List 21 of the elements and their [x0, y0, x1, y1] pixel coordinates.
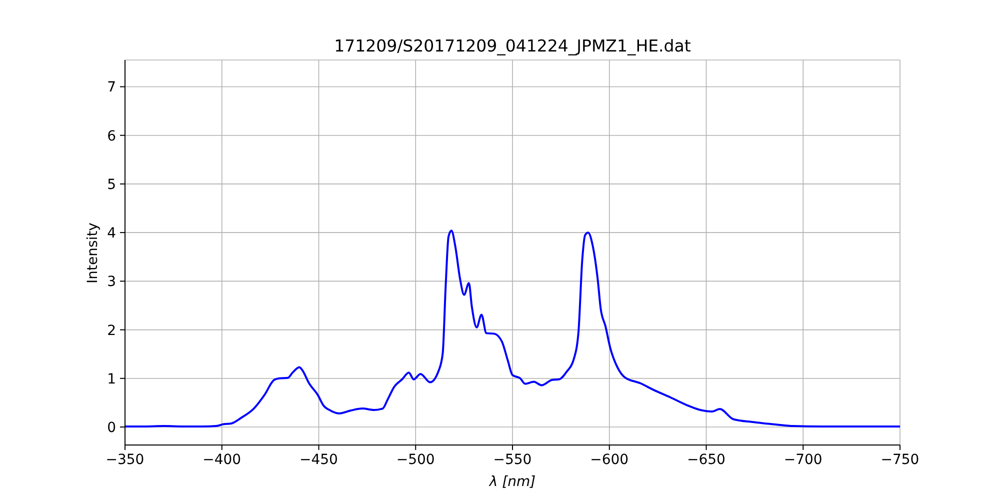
x-tick-label: −600 — [590, 452, 629, 468]
x-tick-label: −700 — [784, 452, 822, 468]
x-tick-label: −650 — [687, 452, 726, 468]
y-axis-title: Intensity — [85, 222, 101, 283]
y-tick-label: 1 — [107, 371, 116, 388]
y-tick-label: 2 — [107, 322, 116, 339]
x-tick-label: −500 — [396, 452, 435, 468]
x-tick-label: −550 — [493, 452, 532, 468]
x-tick-label: −400 — [202, 452, 242, 468]
x-tick-label: −750 — [880, 452, 920, 468]
y-tick-label: 3 — [107, 274, 116, 290]
y-tick-label: 4 — [107, 226, 116, 242]
chart-title: 171209/S20171209_041224_JPMZ1_HE.dat — [334, 36, 691, 56]
x-tick-label: −450 — [300, 452, 338, 468]
x-axis-title: λ [nm] — [489, 474, 536, 490]
y-tick-label: 7 — [107, 80, 116, 96]
line-series — [125, 230, 900, 428]
y-tick-label: 5 — [107, 176, 116, 193]
y-tick-label: 0 — [107, 420, 116, 436]
y-tick-label: 6 — [107, 128, 116, 144]
x-tick-label: −350 — [106, 452, 144, 468]
